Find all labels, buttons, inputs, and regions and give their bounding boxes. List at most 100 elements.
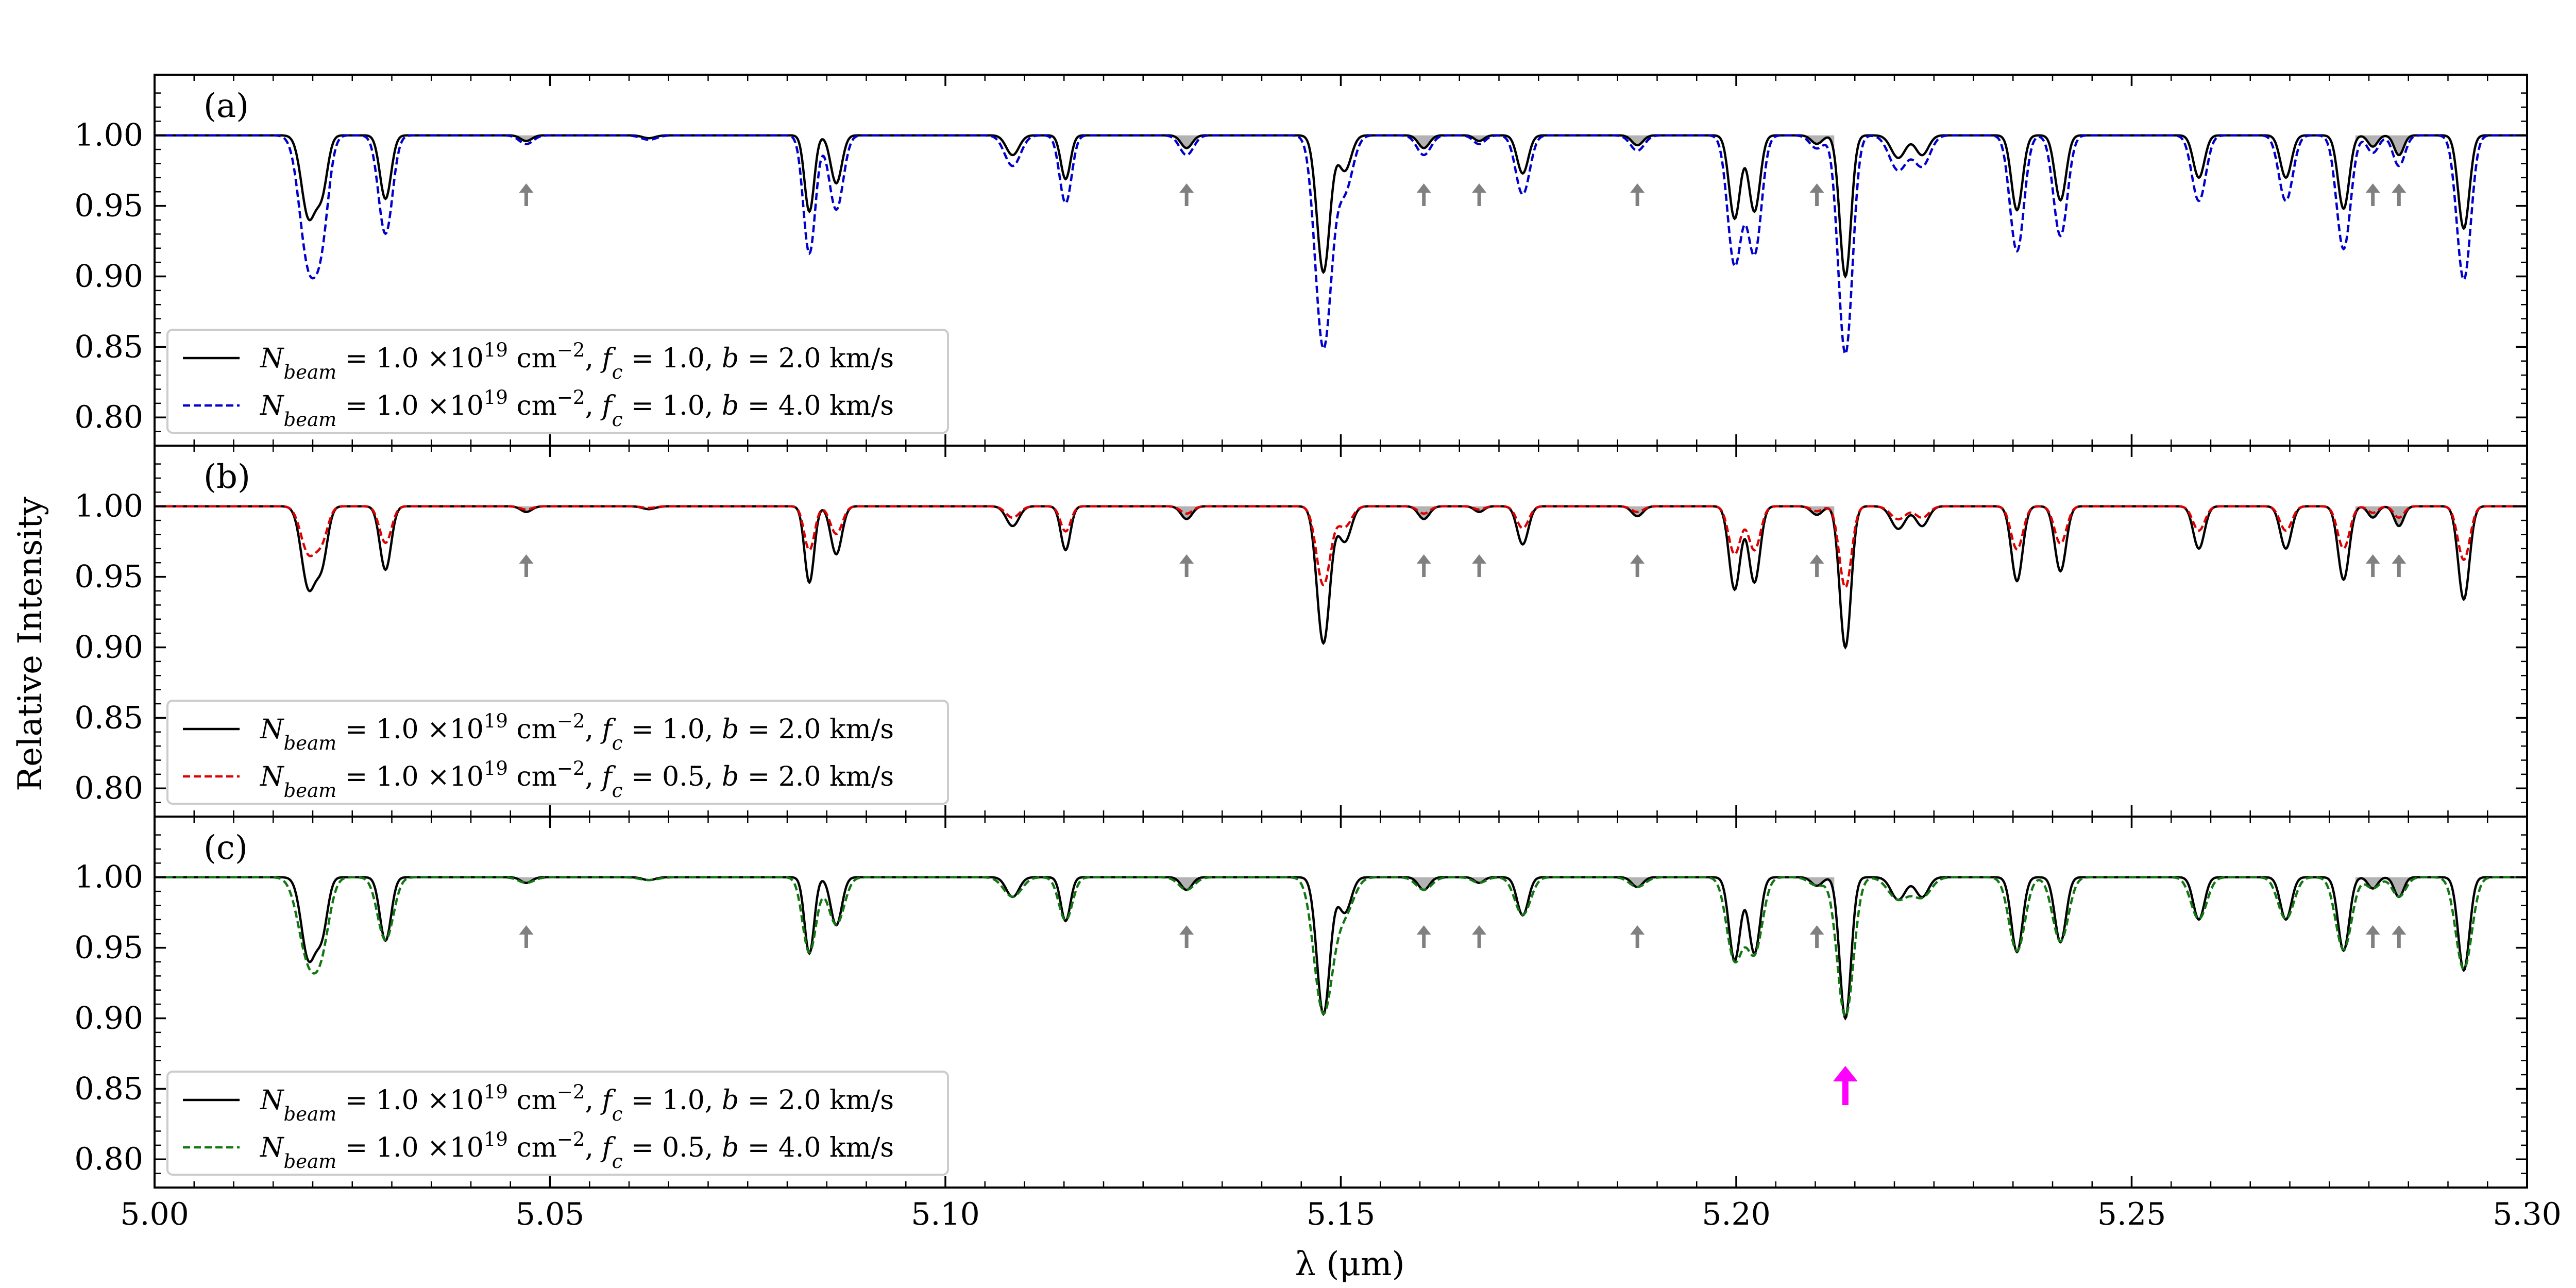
shaded-absorption [2355,877,2391,889]
y-tick-label: 1.00 [74,488,143,524]
legend-text-part: b [722,761,739,792]
y-tick-label: 0.85 [74,329,143,365]
legend-entry-text: Nbeam = 1.0 ×1019 cm−2, fc = 0.5, b = 2.… [259,757,894,802]
panel-label: (a) [204,87,249,125]
legend-text-part: = 4.0 km/s [739,1132,894,1163]
legend-box [166,1071,949,1176]
y-tick-label: 0.90 [74,629,143,665]
x-tick-label: 5.05 [516,1196,585,1232]
line-marker-arrowhead [1416,554,1431,564]
legend-text-part: −2 [557,386,585,409]
shaded-absorption [2381,506,2417,526]
shaded-absorption [1462,877,1497,883]
panel-1: 0.800.850.900.951.00(a)Nbeam = 1.0 ×1019… [74,74,2528,447]
legend-text-part: −2 [557,757,585,779]
line-marker-arrowhead [2392,183,2406,193]
legend-text-part: = 1.0 ×10 [336,1132,484,1163]
shaded-absorption [1799,135,1835,156]
panel-2: 0.800.850.900.951.00(b)Nbeam = 1.0 ×1019… [74,445,2528,818]
legend-text-part: = 1.0 ×10 [336,343,484,374]
shaded-absorption [1799,877,1835,897]
line-marker-arrowhead [1472,554,1487,564]
legend-text-part: 19 [484,339,508,361]
legend-text-part: = 0.5, [622,1132,721,1163]
x-tick-label: 5.20 [1702,1196,1771,1232]
line-marker-arrowhead [2365,183,2380,193]
line-marker-arrowhead [1809,554,1824,564]
plot-area-3 [155,876,2527,1021]
legend-text-part: = 1.0, [622,1085,721,1116]
legend-text-part: b [722,714,739,745]
y-tick-label: 1.00 [74,859,143,895]
line-marker-arrowhead [2365,554,2380,564]
legend-text-part: N [259,761,284,792]
legend-text-part: c [612,732,623,754]
line-marker-arrowhead [1472,183,1487,193]
line-marker-arrowhead [519,554,534,564]
line-marker-arrowhead [2392,554,2406,564]
legend-text-part: b [722,1085,739,1116]
line-marker-arrowhead [1809,183,1824,193]
y-tick-label: 0.80 [74,399,143,435]
series-line-comparison [155,876,2527,1018]
y-tick-label: 0.95 [74,930,143,966]
x-tick-label: 5.10 [911,1196,980,1232]
y-tick-label: 0.95 [74,188,143,224]
legend-text-part: c [612,779,623,802]
legend-text-part: beam [284,361,337,383]
legend-text-part: −2 [557,1128,585,1150]
legend-text-part: beam [284,1103,337,1125]
y-tick-label: 0.85 [74,700,143,736]
legend-text-part: c [612,409,623,431]
legend-text-part: N [259,391,284,421]
y-axis-label: Relative Intensity [11,497,49,791]
legend-text-part: c [612,361,623,383]
y-tick-label: 0.90 [74,1000,143,1036]
legend-text-part: = 1.0 ×10 [336,1085,484,1116]
legend-text-part: = 1.0, [622,714,721,745]
legend-text-part: cm [508,391,557,421]
legend-text-part: , [585,714,602,745]
panels-group: 0.800.850.900.951.00(a)Nbeam = 1.0 ×1019… [74,74,2562,1232]
legend-text-part: 19 [484,1081,508,1103]
legend-text-part: N [259,1132,284,1163]
y-tick-label: 0.90 [74,258,143,294]
line-marker-arrowhead [1416,183,1431,193]
legend-entry-text: Nbeam = 1.0 ×1019 cm−2, fc = 1.0, b = 2.… [259,1081,894,1125]
legend-text-part: , [585,1132,602,1163]
line-marker-arrowhead [2392,925,2406,935]
series-line-reference [155,876,2527,1021]
panel-label: (c) [204,829,248,867]
legend-text-part: 19 [484,1128,508,1150]
line-marker-arrowhead [1179,925,1194,935]
panel-label: (b) [204,458,250,496]
x-axis-label: λ (μm) [1295,1245,1404,1283]
legend-text-part: = 1.0 ×10 [336,391,484,421]
y-tick-label: 0.80 [74,770,143,806]
legend-text-part: , [585,1085,602,1116]
line-marker-arrowhead [1472,925,1487,935]
legend-text-part: 19 [484,710,508,732]
line-marker-arrowhead [519,925,534,935]
x-tick-label: 5.25 [2097,1196,2166,1232]
legend-text-part: −2 [557,710,585,732]
legend-text-part: N [259,714,284,745]
legend-text-part: b [722,343,739,374]
legend-entry-text: Nbeam = 1.0 ×1019 cm−2, fc = 1.0, b = 2.… [259,339,894,383]
legend-text-part: −2 [557,1081,585,1103]
legend-text-part: = 1.0, [622,391,721,421]
legend-text-part: N [259,343,284,374]
line-marker-arrowhead [519,183,534,193]
legend-text-part: = 1.0 ×10 [336,761,484,792]
legend-text-part: beam [284,1150,337,1173]
legend-text-part: = 2.0 km/s [739,714,894,745]
legend-text-part: 19 [484,757,508,779]
legend-text-part: = 2.0 km/s [739,343,894,374]
shaded-absorption [1462,135,1497,141]
line-marker-arrowhead [1630,925,1645,935]
shaded-absorption [2381,877,2417,897]
legend-box [166,329,949,434]
legend-text-part: 19 [484,386,508,409]
y-tick-label: 0.85 [74,1071,143,1107]
